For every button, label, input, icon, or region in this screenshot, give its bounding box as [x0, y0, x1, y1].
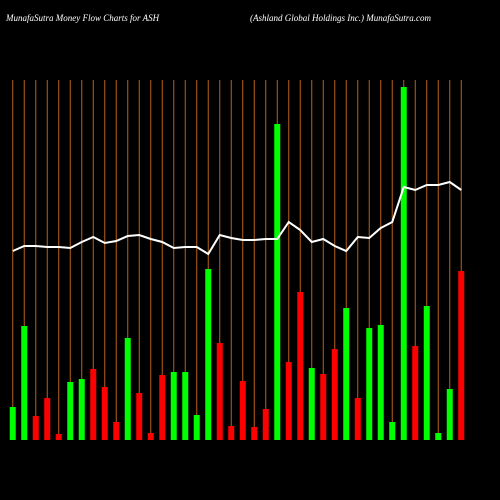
- bar: [113, 422, 120, 440]
- bar: [400, 87, 407, 440]
- chart-title: MunafaSutra Money Flow Charts for ASH: [5, 13, 160, 23]
- bar: [366, 328, 373, 440]
- bar: [458, 271, 465, 440]
- bar: [251, 427, 258, 440]
- bar: [446, 389, 453, 440]
- bar: [159, 375, 166, 440]
- bar: [285, 362, 292, 440]
- bar: [90, 369, 97, 440]
- bar: [44, 398, 51, 440]
- bar: [193, 415, 200, 440]
- bar: [101, 387, 108, 440]
- bar: [182, 372, 189, 440]
- bar: [55, 434, 62, 440]
- bar: [354, 398, 361, 440]
- bar: [124, 338, 131, 440]
- bar: [78, 379, 85, 440]
- bar: [435, 433, 442, 440]
- bar: [32, 416, 39, 440]
- bar: [205, 269, 212, 440]
- bar: [216, 343, 223, 440]
- bar: [297, 292, 304, 440]
- bar: [9, 407, 16, 440]
- bar: [320, 374, 327, 440]
- bar: [308, 368, 315, 440]
- bar: [262, 409, 269, 440]
- chart-subtitle: (Ashland Global Holdings Inc.) MunafaSut…: [250, 13, 431, 23]
- bar: [170, 372, 177, 440]
- bar: [389, 422, 396, 440]
- bar: [274, 124, 281, 440]
- bar: [239, 381, 246, 440]
- bar: [343, 308, 350, 440]
- bar: [147, 433, 154, 440]
- bar: [423, 306, 430, 440]
- bar: [21, 326, 28, 440]
- bar: [377, 325, 384, 440]
- bar: [136, 393, 143, 440]
- bar: [412, 346, 419, 440]
- bar: [67, 382, 74, 440]
- bar: [331, 349, 338, 440]
- bar: [228, 426, 235, 440]
- line: [12, 180, 462, 256]
